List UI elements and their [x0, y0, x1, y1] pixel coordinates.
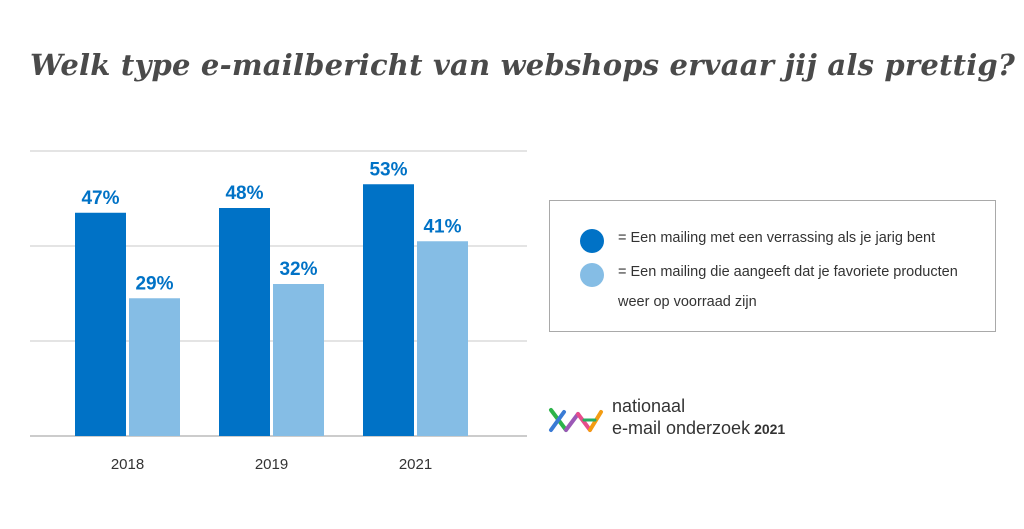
- bar-chart: 47% 29% 48% 32% 53% 41% 2018 2019 2021: [30, 150, 527, 473]
- logo-mark-icon: [549, 408, 603, 432]
- data-label-2021-series-2: 41%: [423, 216, 461, 237]
- logo-text-line2-main: e-mail onderzoek: [612, 418, 751, 438]
- bar-2021-series-2: [417, 241, 468, 436]
- bar-2019-series-2: [273, 284, 324, 436]
- bar-2018-series-1: [75, 212, 126, 436]
- legend-label: = Een mailing die aangeeft dat je favori…: [618, 264, 958, 310]
- legend-item-birthday: = Een mailing met een verrassing als je …: [580, 229, 968, 253]
- logo-text-line1: nationaal: [612, 396, 686, 416]
- data-label-2018-series-1: 47%: [81, 188, 119, 209]
- legend-label: = Een mailing met een verrassing als je …: [618, 230, 936, 246]
- data-label-2019-series-2: 32%: [279, 259, 317, 280]
- x-tick-labels: 2018 2019 2021: [111, 456, 432, 473]
- chart-title: Welk type e-mailbericht van webshops erv…: [30, 48, 1016, 82]
- legend-item-in-stock: = Een mailing die aangeeft dat je favori…: [580, 263, 968, 317]
- bar-2019-series-1: [219, 208, 270, 436]
- data-label-2021-series-1: 53%: [369, 159, 407, 180]
- logo-year: 2021: [754, 421, 786, 437]
- legend-swatch-dark-blue: [580, 229, 604, 253]
- bar-2021-series-1: [363, 184, 414, 436]
- x-tick-label-2021: 2021: [399, 456, 432, 473]
- logo: nationaal e-mail onderzoek 2021: [548, 396, 848, 442]
- x-tick-label-2018: 2018: [111, 456, 144, 473]
- data-label-2019-series-1: 48%: [225, 183, 263, 204]
- x-tick-label-2019: 2019: [255, 456, 288, 473]
- legend-swatch-light-blue: [580, 263, 604, 287]
- bars: [75, 184, 468, 436]
- bar-2018-series-2: [129, 298, 180, 436]
- logo-text-line2: e-mail onderzoek 2021: [612, 418, 785, 439]
- data-labels: 47% 29% 48% 32% 53% 41%: [81, 159, 461, 294]
- legend: = Een mailing met een verrassing als je …: [549, 200, 996, 332]
- data-label-2018-series-2: 29%: [135, 273, 173, 294]
